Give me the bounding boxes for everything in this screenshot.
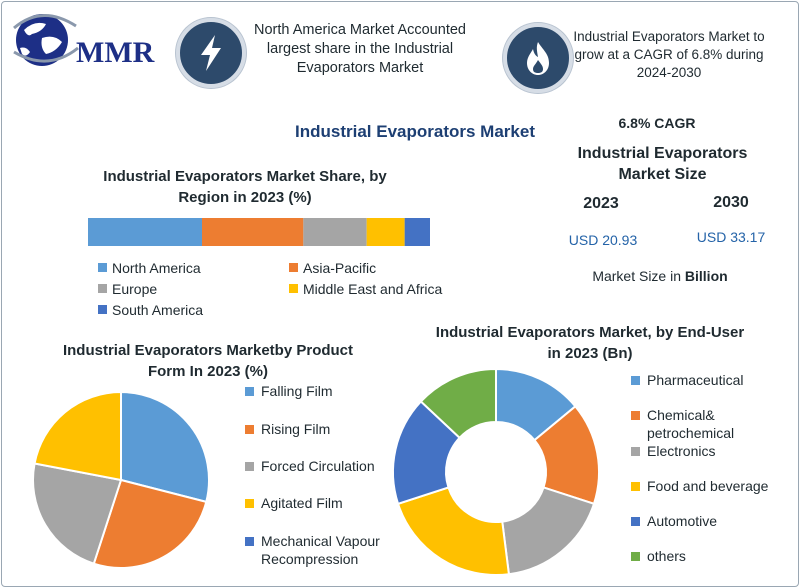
legend-swatch: [631, 482, 640, 491]
product-form-chart-title: Industrial Evaporators Marketby Product …: [62, 342, 354, 380]
legend-label: Agitated Film: [261, 495, 343, 511]
legend-swatch: [245, 499, 254, 508]
slice-falling-film: [120, 390, 210, 504]
legend-swatch: [98, 263, 107, 272]
legend-item-forced-circulation: Forced Circulation: [245, 457, 405, 475]
legend-swatch: [245, 462, 254, 471]
logo: MMR: [10, 6, 170, 76]
unit-bold: Billion: [684, 268, 728, 284]
bar-segment-north-america: [88, 218, 202, 246]
legend-item-europe: Europe: [98, 280, 157, 298]
legend-label: Rising Film: [261, 421, 331, 437]
legend-item-middle-east-africa: Middle East and Africa: [289, 280, 442, 298]
main-title: Industrial Evaporators Market: [295, 122, 535, 141]
legend-item-pharmaceutical: Pharmaceutical: [631, 371, 791, 389]
legend-swatch: [245, 537, 254, 546]
legend-label: South America: [112, 302, 204, 318]
legend-label: Forced Circulation: [261, 458, 375, 474]
legend-item-mvr: Mechanical Vapour Recompression: [245, 532, 395, 568]
slice-forced-circulation: [32, 462, 123, 565]
legend-swatch: [631, 376, 640, 385]
legend-label: Middle East and Africa: [303, 281, 443, 297]
legend-item-agitated-film: Agitated Film: [245, 494, 405, 512]
legend-swatch: [631, 411, 640, 420]
year-2030: 2030: [713, 194, 749, 211]
bar-segment-south-america: [404, 218, 430, 246]
legend-item-electronics: Electronics: [631, 442, 791, 460]
market-size-title: Industrial Evaporators Market Size: [577, 145, 748, 183]
legend-label: Automotive: [647, 513, 718, 529]
legend-label: Chemical& petrochemical: [647, 407, 735, 441]
cagr-label: 6.8% CAGR: [618, 115, 696, 131]
legend-item-rising-film: Rising Film: [245, 420, 405, 438]
legend-item-north-america: North America: [98, 259, 201, 277]
legend-swatch: [631, 447, 640, 456]
region-stacked-bar: [88, 218, 430, 246]
legend-swatch: [631, 517, 640, 526]
slice-others: [419, 367, 497, 440]
bar-segment-middle-east-and-africa: [366, 218, 405, 246]
end-user-donut: [392, 367, 600, 576]
slice-agitated-film: [33, 390, 122, 482]
value-2030: USD 33.17: [696, 229, 766, 245]
legend-label: others: [647, 548, 686, 564]
flame-badge: [503, 23, 573, 93]
legend-swatch: [98, 305, 107, 314]
legend-label: North America: [112, 260, 201, 276]
lightning-badge: [176, 18, 246, 88]
value-2023: USD 20.93: [568, 232, 638, 248]
legend-item-food-beverage: Food and beverage: [631, 477, 791, 495]
legend-label: Asia-Pacific: [303, 260, 377, 276]
logo-text: MMR: [76, 36, 155, 69]
legend-label: Electronics: [647, 443, 716, 459]
legend-item-falling-film: Falling Film: [245, 382, 405, 400]
legend-label: Mechanical Vapour Recompression: [261, 533, 380, 567]
unit-prefix: Market Size in: [592, 268, 682, 284]
end-user-chart-title: Industrial Evaporators Market, by End-Us…: [435, 324, 745, 362]
slice-electronics: [501, 486, 596, 576]
header-right-text: Industrial Evaporators Market to grow at…: [573, 29, 765, 80]
legend-swatch: [289, 284, 298, 293]
bar-segment-asia-pacific: [202, 218, 304, 246]
legend-label: Falling Film: [261, 383, 333, 399]
legend-item-others: others: [631, 547, 791, 565]
region-chart-title: Industrial Evaporators Market Share, by …: [103, 168, 387, 206]
product-form-pie: [32, 390, 210, 569]
legend-label: Europe: [112, 281, 158, 297]
legend-item-south-america: South America: [98, 301, 203, 319]
slice-rising-film: [92, 478, 208, 569]
legend-swatch: [98, 284, 107, 293]
globe-icon: [13, 14, 79, 66]
year-2023: 2023: [583, 195, 619, 212]
header-left-text: North America Market Accounted largest s…: [254, 22, 466, 76]
legend-item-chemical: Chemical& petrochemical: [631, 406, 761, 442]
legend-item-asia-pacific: Asia-Pacific: [289, 259, 376, 277]
legend-label: Food and beverage: [647, 478, 769, 494]
legend-swatch: [631, 552, 640, 561]
flame-icon: [527, 42, 549, 75]
legend-swatch: [245, 425, 254, 434]
slice-food-and-beverage: [396, 486, 511, 576]
market-size-unit: Market Size in Billion: [560, 268, 760, 284]
bar-segment-europe: [303, 218, 367, 246]
legend-item-automotive: Automotive: [631, 512, 791, 530]
legend-label: Pharmaceutical: [647, 372, 744, 388]
legend-swatch: [289, 263, 298, 272]
lightning-icon: [201, 35, 221, 71]
legend-swatch: [245, 387, 254, 396]
